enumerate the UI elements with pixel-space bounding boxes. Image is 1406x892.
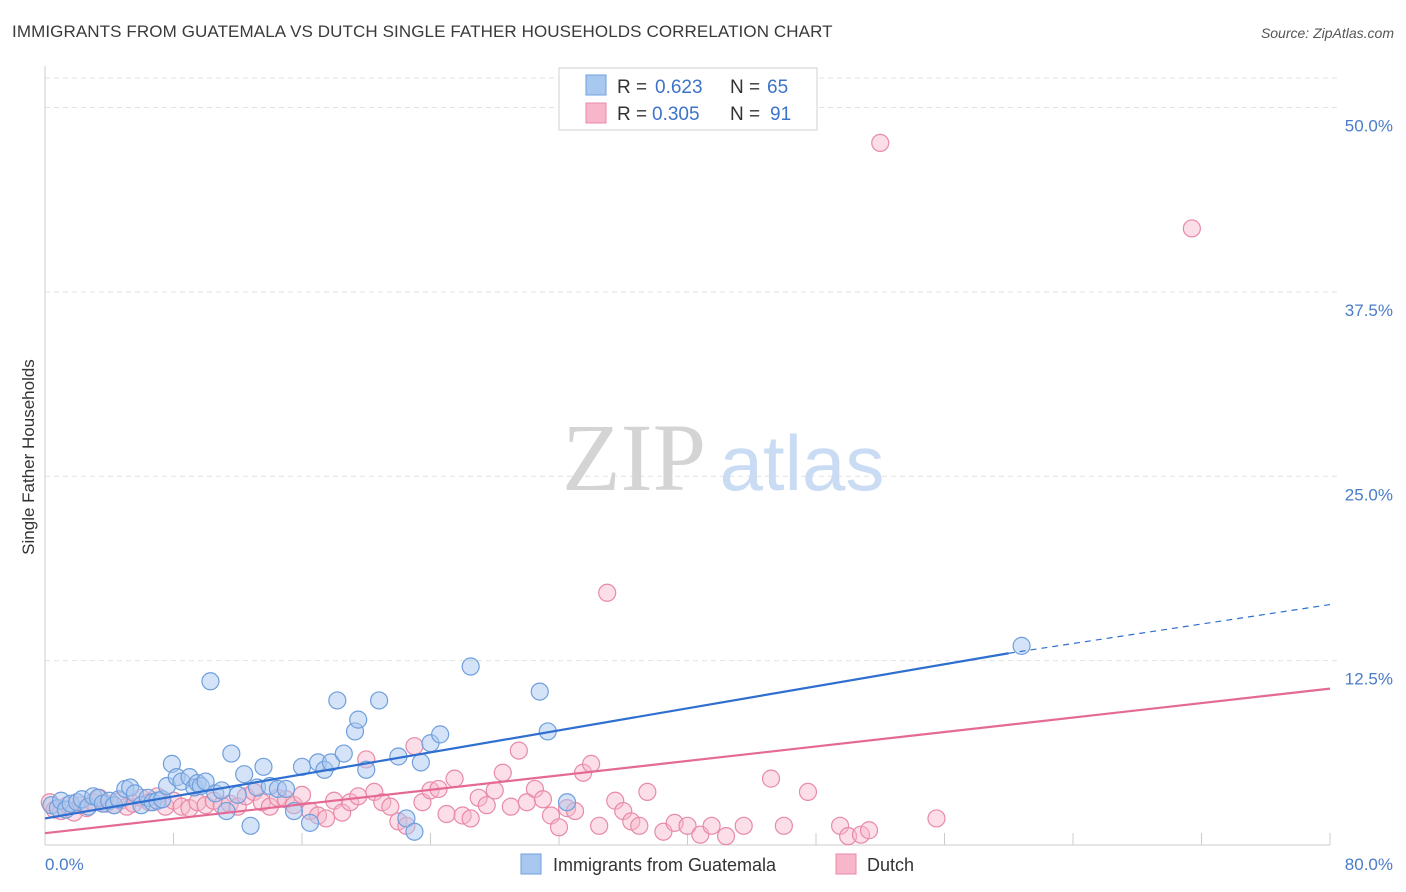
y-tick-label-2: 37.5% [1345, 301, 1393, 320]
guatemala-point-40 [254, 757, 273, 776]
legend-n-value-1: 65 [767, 77, 788, 98]
chart-title: IMMIGRANTS FROM GUATEMALA VS DUTCH SINGL… [12, 22, 833, 41]
dutch-point-82 [702, 816, 721, 835]
y-tick-label-0: 12.5% [1345, 670, 1393, 689]
legend-r-label-2: R = [617, 104, 647, 125]
dutch-point-91 [859, 821, 879, 840]
guatemala-point-66 [1012, 636, 1031, 655]
legend-n-value-2: 91 [770, 104, 791, 125]
trend-line-guatemala-extension [1008, 603, 1331, 654]
guatemala-point-38 [241, 816, 260, 835]
grid-lines [45, 77, 1340, 662]
dutch-point-76 [630, 816, 649, 835]
dutch-point-61 [509, 741, 528, 760]
guatemala-point-37 [235, 765, 254, 784]
trend-line-dutch [44, 687, 1331, 835]
dutch-point-87 [798, 782, 818, 802]
guatemala-point-36 [228, 785, 247, 804]
dutch-point-45 [381, 797, 400, 816]
source-label: Source: ZipAtlas.com [1260, 25, 1394, 41]
y-tick-label-1: 25.0% [1345, 485, 1393, 504]
guatemala-point-53 [349, 710, 368, 729]
y-tick-label-3: 50.0% [1345, 117, 1393, 136]
axes [44, 66, 1331, 846]
guatemala-point-51 [334, 744, 353, 763]
guatemala-point-44 [284, 801, 304, 821]
watermark: ZIP atlas [562, 404, 884, 511]
guatemala-point-61 [431, 725, 450, 744]
dutch-point-57 [477, 796, 496, 815]
dutch-point-53 [445, 769, 464, 788]
legend-n-label-2: N = [730, 104, 760, 125]
bottom-legend: Immigrants from Guatemala Dutch [520, 853, 914, 875]
guatemala-point-65 [557, 793, 577, 812]
guatemala-point-46 [300, 813, 320, 832]
guatemala-point-35 [222, 744, 241, 763]
dutch-point-66 [549, 818, 569, 837]
dutch-point-93 [871, 133, 890, 152]
dutch-point-92 [927, 809, 946, 828]
legend-r-label-1: R = [617, 77, 647, 98]
legend-swatch-dutch [585, 102, 607, 124]
bottom-legend-swatch-dutch [835, 853, 857, 875]
dutch-point-83 [716, 827, 736, 846]
guatemala-point-33 [212, 781, 231, 800]
series-guatemala-points [42, 636, 1031, 841]
dutch-point-77 [638, 782, 657, 802]
legend-swatch-guatemala [585, 74, 607, 96]
guatemala-point-63 [530, 682, 549, 701]
dutch-point-48 [405, 737, 424, 756]
legend-r-value-1: 0.623 [655, 77, 703, 98]
dutch-point-94 [1182, 219, 1201, 238]
trend-line-guatemala [44, 652, 1009, 820]
watermark-zip: ZIP [562, 404, 706, 511]
guatemala-point-62 [461, 657, 480, 676]
bottom-legend-label-guatemala: Immigrants from Guatemala [553, 855, 777, 875]
dutch-point-71 [590, 816, 609, 835]
dutch-point-70 [582, 754, 601, 773]
trend-lines [44, 603, 1331, 835]
dutch-point-85 [761, 769, 781, 788]
dutch-point-37 [316, 809, 336, 828]
dutch-point-55 [461, 809, 480, 828]
guatemala-point-58 [405, 822, 424, 841]
legend: R = 0.623 N = 65 R = 0.305 N = 91 [558, 67, 818, 131]
guatemala-point-43 [276, 779, 296, 799]
legend-r-value-2: 0.305 [652, 104, 700, 125]
guatemala-point-59 [411, 753, 430, 772]
dutch-point-64 [533, 790, 553, 809]
tick-labels: 12.5% 25.0% 37.5% 50.0% 0.0% 80.0% [45, 117, 1393, 875]
dutch-point-86 [774, 816, 793, 835]
guatemala-point-57 [397, 809, 416, 828]
dutch-point-80 [678, 816, 697, 835]
bottom-legend-swatch-guatemala [520, 853, 542, 875]
guatemala-point-31 [201, 672, 220, 691]
dutch-point-72 [598, 583, 617, 602]
x-tick-label-1: 80.0% [1345, 855, 1393, 874]
dutch-point-59 [493, 763, 512, 782]
dutch-point-60 [501, 797, 520, 816]
dutch-point-52 [437, 804, 456, 824]
legend-n-label-1: N = [730, 77, 760, 98]
guatemala-point-50 [328, 691, 347, 710]
dutch-point-34 [292, 785, 312, 804]
x-tick-label-0: 0.0% [45, 855, 84, 874]
guatemala-point-54 [357, 760, 376, 779]
dutch-point-84 [734, 816, 753, 835]
guatemala-point-49 [321, 753, 341, 772]
y-axis-label: Single Father Households [19, 359, 38, 555]
watermark-atlas: atlas [720, 419, 885, 507]
bottom-legend-label-dutch: Dutch [867, 855, 914, 875]
dutch-point-58 [485, 781, 504, 800]
guatemala-point-55 [370, 691, 389, 710]
